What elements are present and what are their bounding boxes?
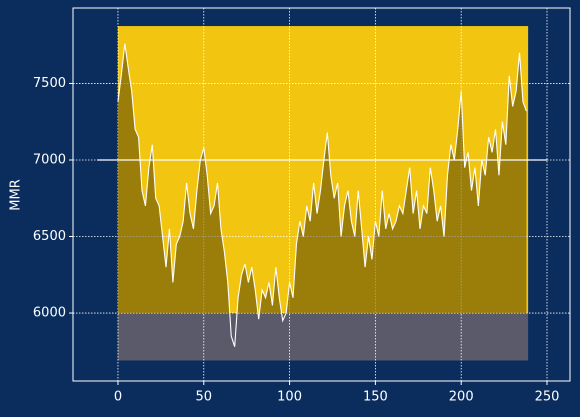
- band: [117, 313, 529, 361]
- y-tick-label: 7000: [33, 152, 66, 167]
- plot-frame: [72, 7, 571, 382]
- y-tick-label: 6000: [33, 306, 66, 321]
- y-tick-label: 6500: [33, 229, 66, 244]
- x-tick-label: 100: [277, 390, 302, 405]
- y-axis-label: MMR: [9, 179, 24, 210]
- x-tick-label: 250: [535, 390, 560, 405]
- x-tick-label: 150: [363, 390, 388, 405]
- line: [117, 43, 527, 347]
- x-tick-label: 50: [195, 390, 212, 405]
- x-tick-label: 0: [114, 390, 122, 405]
- y-tick-label: 7500: [33, 76, 66, 91]
- x-tick-label: 200: [449, 390, 474, 405]
